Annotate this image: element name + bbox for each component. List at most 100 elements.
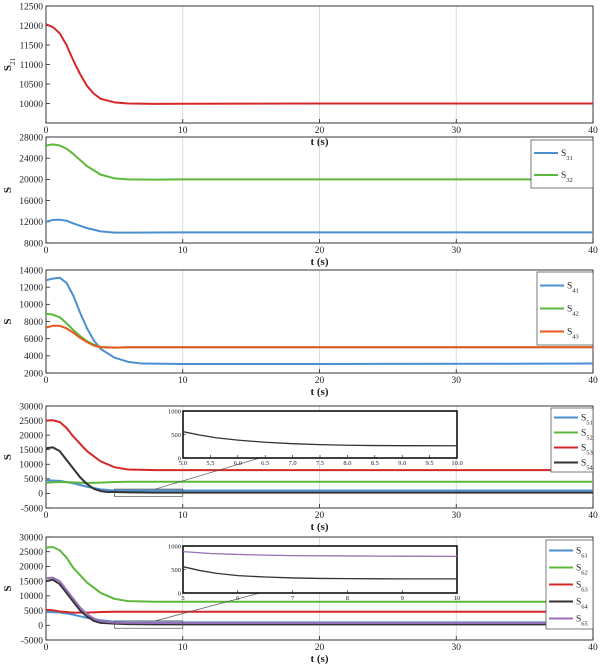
x-tick-label-2: 20 — [315, 511, 325, 521]
legend-label-65: S65 — [576, 615, 588, 628]
y-tick-label-0: 8000 — [24, 239, 43, 249]
y-tick-label-3: 8000 — [24, 318, 43, 328]
x-tick-label-0: 0 — [44, 643, 49, 653]
series-line-41 — [46, 276, 593, 365]
y-tick-label-1: 4000 — [24, 352, 43, 362]
legend-frame — [530, 139, 594, 189]
series-line-64 — [46, 578, 593, 626]
x-tick-label-4: 40 — [588, 246, 598, 256]
y-tick-label-4: 15000 — [19, 577, 43, 587]
series-line-1 — [46, 23, 593, 105]
y-tick-label-0: 2000 — [24, 369, 43, 379]
series-line-63 — [46, 608, 593, 614]
y-tick-label-7: 30000 — [19, 533, 43, 543]
legend-label-31: S31 — [561, 149, 573, 162]
y-tick-label-1: 12000 — [19, 218, 43, 228]
inset-x-tick-label-4: 9 — [401, 595, 404, 602]
inset-x-tick-label-2: 6.0 — [234, 460, 242, 467]
y-tick-label-6: 25000 — [19, 417, 43, 427]
zoom-box — [114, 488, 184, 497]
zoom-connector — [155, 592, 260, 622]
x-tick-label-4: 40 — [588, 643, 598, 653]
inset-y-tick-label-2: 1000 — [168, 409, 181, 416]
x-tick-label-0: 0 — [44, 246, 49, 256]
inset-x-tick-label-5: 7.5 — [316, 460, 324, 467]
y-tick-label-1: 10500 — [19, 80, 43, 90]
y-tick-label-3: 11500 — [20, 41, 44, 51]
inset-frame — [182, 410, 458, 459]
series-line-31 — [46, 218, 593, 234]
y-tick-label-3: 20000 — [19, 176, 43, 186]
y-tick-label-1: 0 — [38, 622, 43, 632]
x-tick-label-2: 20 — [315, 246, 325, 256]
y-tick-label-6: 14000 — [19, 266, 43, 276]
series-line-53 — [46, 419, 593, 472]
inset-x-tick-label-10: 10.0 — [451, 460, 462, 467]
series-line-32 — [46, 143, 593, 181]
chart-panel-2: 0 10 20 30 40 8000 12000 16000 20000 24000 28000 t … — [2, 133, 598, 268]
x-axis-label: t (s) — [310, 256, 328, 268]
x-tick-label-0: 0 — [44, 511, 49, 521]
y-tick-label-5: 28000 — [19, 133, 43, 143]
y-tick-label-1: 0 — [38, 490, 43, 500]
inset-x-tick-label-2: 7 — [291, 595, 295, 602]
inset-x-tick-label-3: 8 — [346, 595, 349, 602]
y-tick-label-2: 5000 — [24, 475, 43, 485]
y-tick-label-7: 30000 — [19, 402, 43, 412]
chart-panel-4: 0 10 20 30 40-500005000100001500020000250003… — [2, 402, 598, 533]
series-line-54 — [46, 446, 593, 494]
legend-label-63: S63 — [576, 581, 588, 594]
zoom-connector — [155, 457, 260, 490]
y-tick-label-5: 12500 — [19, 2, 43, 12]
x-tick-label-1: 10 — [178, 246, 188, 256]
inset-x-tick-label-0: 5 — [181, 595, 184, 602]
inset-series-line-1 — [182, 566, 457, 580]
inset-y-tick-label-0: 0 — [178, 456, 181, 463]
y-tick-label-4: 10000 — [19, 301, 43, 311]
y-tick-label-2: 11000 — [20, 61, 44, 71]
chart-panel-1: 0 10 20 30 40100001050011000115001200012500t… — [2, 2, 598, 148]
x-tick-label-1: 10 — [178, 376, 188, 386]
inset-chart: 5.0 5.5 6.0 6.5 7.0 7.5 8.0 8.5 9.0 9.5 10.0 0 500 10… — [168, 409, 463, 468]
inset-y-tick-label-0: 0 — [178, 591, 181, 598]
legend-label-42: S42 — [567, 305, 579, 318]
y-tick-label-2: 5000 — [24, 607, 43, 617]
inset-x-tick-label-3: 6.5 — [261, 460, 269, 467]
y-tick-label-3: 10000 — [19, 592, 43, 602]
x-tick-label-3: 30 — [452, 246, 462, 256]
x-tick-label-1: 10 — [178, 511, 188, 521]
inset-series-line-2 — [182, 550, 458, 557]
x-tick-label-3: 30 — [452, 126, 462, 136]
y-axis-label: S — [2, 454, 14, 460]
y-tick-label-2: 16000 — [19, 197, 43, 207]
series-line-65 — [46, 576, 593, 624]
legend-label-61: S61 — [576, 547, 588, 560]
y-axis-label: S — [2, 187, 14, 193]
x-tick-label-4: 40 — [588, 126, 598, 136]
x-tick-label-3: 30 — [452, 511, 462, 521]
x-tick-label-0: 0 — [44, 126, 49, 136]
x-tick-label-4: 40 — [588, 511, 598, 521]
y-axis-label: S21 — [2, 57, 17, 71]
y-tick-label-5: 20000 — [19, 431, 43, 441]
y-tick-label-0: -5000 — [21, 504, 43, 514]
y-tick-label-0: 10000 — [19, 100, 43, 110]
y-tick-label-4: 15000 — [19, 446, 43, 456]
y-axis-label: S — [2, 585, 14, 591]
x-tick-label-2: 20 — [315, 126, 325, 136]
x-axis-label: t (s) — [310, 521, 328, 533]
x-tick-label-0: 0 — [44, 376, 49, 386]
x-axis-label: t (s) — [310, 386, 328, 398]
legend-label-62: S62 — [576, 564, 588, 577]
zoom-box — [114, 620, 184, 629]
inset-x-tick-label-4: 7.0 — [289, 460, 297, 467]
y-axis-label: S — [2, 318, 14, 324]
inset-y-tick-label-1: 500 — [171, 432, 181, 439]
x-tick-label-1: 10 — [178, 643, 188, 653]
legend: S31 S32 — [530, 139, 594, 189]
legend-label-32: S32 — [561, 171, 573, 184]
y-tick-label-2: 6000 — [24, 335, 43, 345]
legend: S41 S42 S43 — [536, 271, 594, 346]
